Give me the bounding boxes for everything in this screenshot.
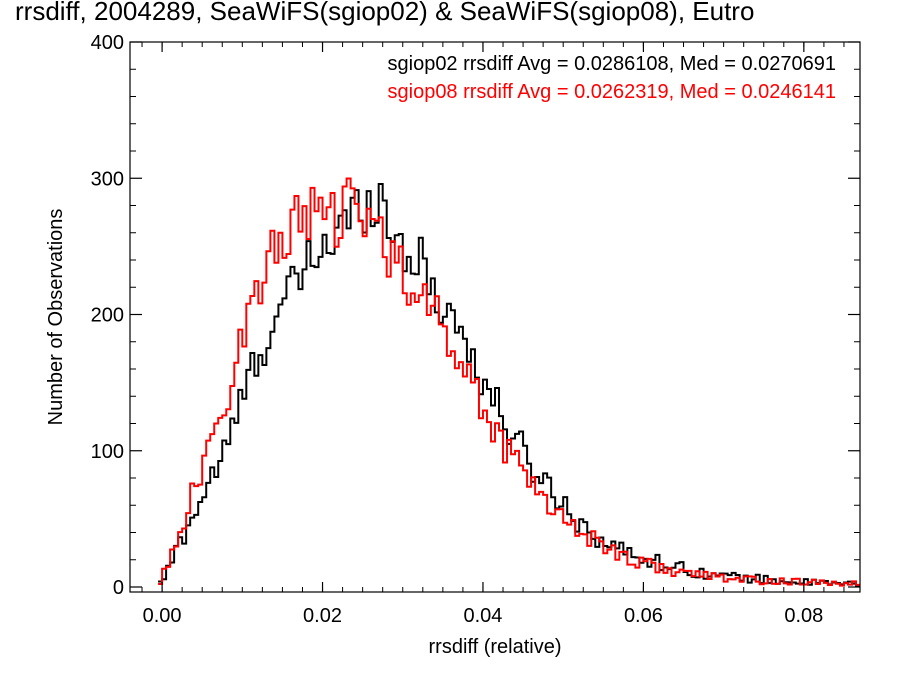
- y-tick-label: 300: [91, 168, 124, 190]
- legend-sgiop08: sgiop08 rrsdiff Avg = 0.0262319, Med = 0…: [388, 81, 837, 103]
- series-layer: [158, 177, 860, 588]
- plot-frame: [129, 41, 861, 593]
- series-sgiop02-line: [158, 183, 860, 588]
- x-tick-label: 0.08: [784, 605, 823, 627]
- y-tick-label: 0: [113, 577, 124, 599]
- x-tick-label: 0.02: [303, 605, 342, 627]
- y-tick-label: 100: [91, 441, 124, 463]
- x-tick-label: 0.06: [624, 605, 663, 627]
- chart-title: rrsdiff, 2004289, SeaWiFS(sgiop02) & Sea…: [15, 0, 754, 26]
- y-tick-label: 200: [91, 305, 124, 327]
- x-tick-label: 0.00: [143, 605, 182, 627]
- y-tick-label: 400: [91, 32, 124, 54]
- ticks-layer: 0.00 0.02 0.04 0.06 0.08 0 100 200 300 400: [91, 32, 860, 627]
- x-axis-label: rrsdiff (relative): [429, 636, 562, 658]
- y-axis-label: Number of Observations: [45, 209, 67, 426]
- x-tick-label: 0.04: [463, 605, 502, 627]
- series-sgiop08-line: [158, 177, 860, 587]
- legend-sgiop02: sgiop02 rrsdiff Avg = 0.0286108, Med = 0…: [388, 53, 837, 75]
